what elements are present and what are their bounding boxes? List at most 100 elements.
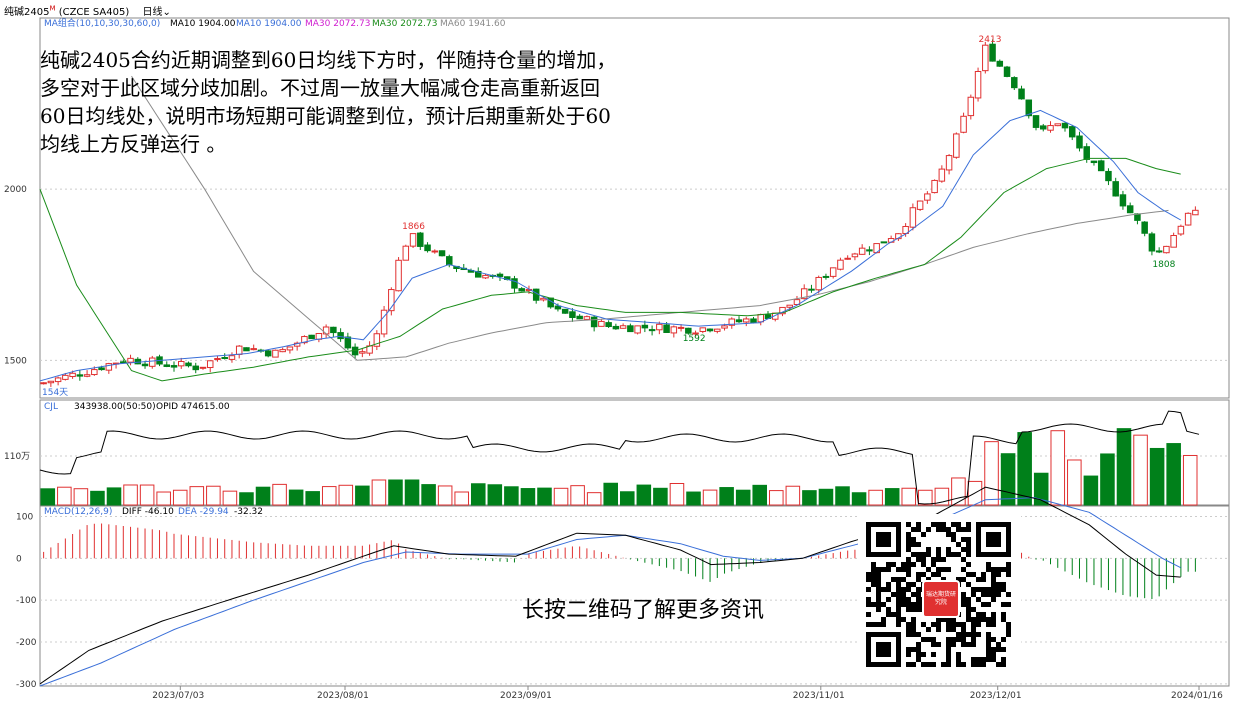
date-tick-label: 2023/08/01 bbox=[317, 691, 369, 701]
candle-down bbox=[243, 347, 250, 352]
volume-bar bbox=[371, 479, 387, 506]
candle-up bbox=[619, 325, 627, 329]
qr-module bbox=[936, 552, 941, 557]
candle-up bbox=[837, 259, 844, 270]
candle-down bbox=[1141, 221, 1148, 234]
qr-module bbox=[906, 582, 911, 587]
qr-module bbox=[991, 577, 996, 582]
qr-module bbox=[956, 577, 961, 582]
qr-module bbox=[981, 617, 986, 622]
candle-up bbox=[69, 372, 76, 378]
qr-module bbox=[936, 572, 941, 577]
qr-module bbox=[966, 527, 971, 532]
volume-bar bbox=[1149, 447, 1165, 506]
qr-module bbox=[881, 622, 886, 627]
ma30b-legend: MA30 2072.73 bbox=[372, 19, 437, 29]
volume-bar bbox=[437, 485, 453, 506]
candle-up bbox=[250, 348, 257, 351]
volume-bar bbox=[470, 483, 486, 506]
candle-down bbox=[590, 316, 598, 328]
qr-module bbox=[971, 607, 976, 612]
qr-module bbox=[946, 617, 951, 622]
volume-bar bbox=[653, 487, 668, 506]
qr-module bbox=[916, 592, 921, 597]
volume-bar bbox=[255, 486, 271, 506]
volume-bar bbox=[1133, 434, 1148, 506]
candle-up bbox=[272, 349, 279, 358]
candle-up bbox=[359, 351, 366, 354]
period-label: 日线 bbox=[142, 7, 163, 18]
qr-module bbox=[991, 652, 996, 657]
candle-down bbox=[330, 326, 337, 334]
volume-bar bbox=[553, 487, 569, 506]
macd-tick-label: -200 bbox=[16, 638, 37, 648]
qr-module bbox=[966, 552, 971, 557]
qr-module bbox=[896, 582, 901, 587]
candle-up bbox=[1184, 212, 1192, 226]
volume-bar bbox=[520, 488, 536, 506]
qr-module bbox=[896, 607, 901, 612]
macd-tick-label: 100 bbox=[16, 512, 33, 522]
qr-module bbox=[986, 622, 991, 627]
candle-up bbox=[1163, 245, 1170, 254]
candle-up bbox=[829, 267, 837, 277]
qr-module bbox=[916, 587, 921, 592]
qr-module bbox=[1001, 582, 1006, 587]
candle-down bbox=[134, 358, 142, 365]
chart-header: 纯碱2405M (CZCE SA405) 日线⌄ bbox=[4, 3, 171, 18]
candle-down bbox=[76, 374, 84, 377]
candle-up bbox=[960, 115, 967, 133]
volume-bar bbox=[404, 479, 420, 506]
candle-up bbox=[373, 333, 381, 347]
candle-up bbox=[149, 357, 156, 367]
period-selector[interactable]: 日线⌄ bbox=[142, 7, 170, 18]
qr-module bbox=[906, 522, 911, 527]
qr-module bbox=[911, 552, 916, 557]
qr-module bbox=[916, 597, 921, 602]
macd-panel-frame bbox=[39, 505, 1230, 687]
qr-module bbox=[906, 652, 911, 657]
candle-down bbox=[424, 244, 431, 252]
candle-down bbox=[496, 273, 504, 277]
qr-module bbox=[946, 547, 951, 552]
volume-bar bbox=[1182, 454, 1198, 506]
qr-module bbox=[921, 622, 926, 627]
qr-module bbox=[961, 537, 966, 542]
candle-down bbox=[1040, 125, 1047, 130]
volume-bar bbox=[338, 484, 354, 506]
qr-module bbox=[961, 547, 966, 552]
candle-down bbox=[308, 334, 315, 340]
qr-module bbox=[901, 617, 906, 622]
qr-module bbox=[971, 642, 976, 647]
qr-module bbox=[906, 567, 911, 572]
qr-module bbox=[951, 627, 956, 632]
candle-up bbox=[380, 309, 388, 335]
volume-bar bbox=[636, 484, 652, 506]
ma30-line bbox=[39, 157, 1181, 382]
qr-module bbox=[1001, 637, 1006, 642]
analysis-comment: 纯碱2405合约近期调整到60日均线下方时，伴随持仓量的增加，多空对于此区域分歧… bbox=[40, 48, 617, 156]
candle-up bbox=[598, 320, 605, 327]
qr-module bbox=[876, 567, 881, 572]
qr-module bbox=[866, 577, 871, 582]
volume-bar bbox=[752, 484, 768, 506]
qr-finder bbox=[986, 532, 1001, 547]
volume-bar bbox=[40, 488, 56, 506]
candle-down bbox=[808, 288, 815, 291]
qr-module bbox=[866, 622, 871, 627]
candle-up bbox=[91, 369, 98, 376]
candle-down bbox=[750, 318, 757, 323]
qr-module bbox=[886, 567, 891, 572]
qr-module bbox=[1001, 617, 1006, 622]
candle-down bbox=[1148, 233, 1156, 252]
qr-module bbox=[916, 657, 921, 662]
qr-module bbox=[911, 562, 916, 567]
candle-down bbox=[163, 364, 171, 367]
qr-module bbox=[966, 597, 971, 602]
candle-up bbox=[402, 245, 410, 261]
ma-legend-prefix: MA组合(10,10,30,30,60,0) bbox=[44, 17, 160, 29]
volume-bar bbox=[918, 489, 933, 506]
date-tick-label: 2023/07/03 bbox=[152, 691, 204, 701]
instrument-name[interactable]: 纯碱2405 bbox=[4, 7, 50, 18]
